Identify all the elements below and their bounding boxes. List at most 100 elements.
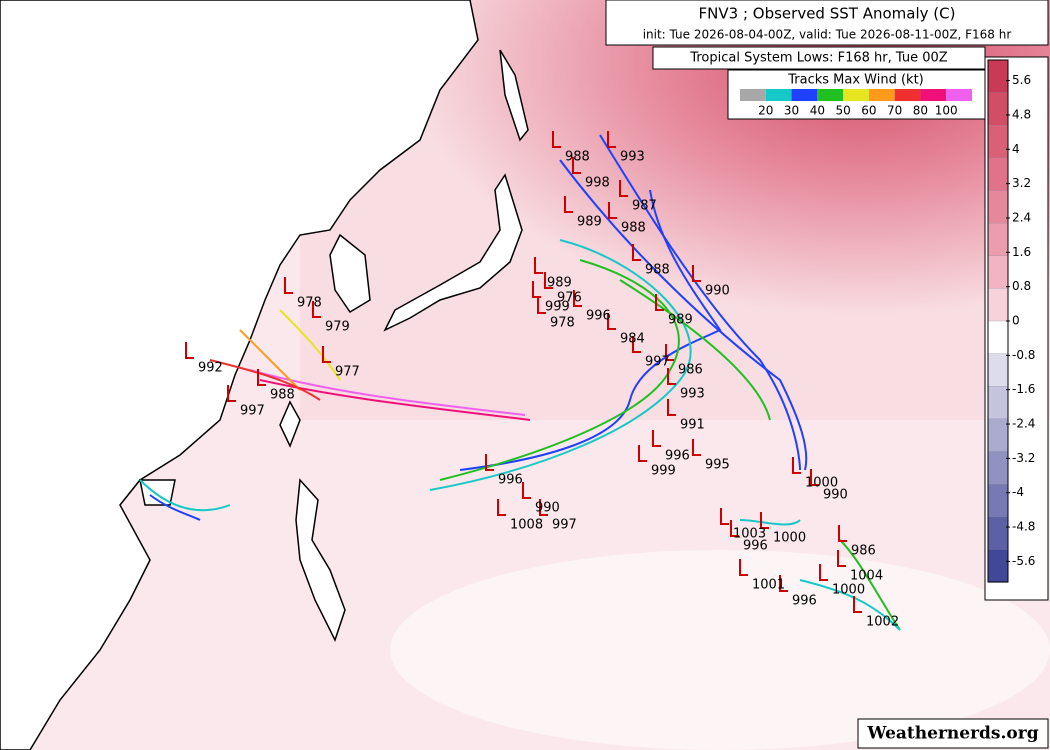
subtitle: init: Tue 2026-08-04-00Z, valid: Tue 202…: [643, 28, 1012, 42]
track: [429, 239, 692, 491]
pressure-label: 976: [557, 291, 582, 306]
pressure-label: 997: [240, 404, 265, 419]
colorbar-tick-label: -3.2: [1012, 451, 1035, 465]
pressure-label: 1000: [805, 476, 838, 491]
low-symbol: [667, 368, 676, 385]
colorbar-tick-label: -1.6: [1012, 382, 1035, 396]
pressure-label: 992: [198, 361, 223, 376]
track: [599, 134, 801, 471]
low-symbol: [572, 157, 581, 174]
low-symbol: [739, 559, 748, 576]
low-symbol: [619, 180, 628, 197]
low-symbol: [608, 202, 617, 219]
colorbar-tick-label: 4: [1012, 142, 1020, 156]
colorbar-tick-label: 5.6: [1012, 73, 1031, 87]
pressure-label: 984: [620, 332, 645, 347]
hainan: [139, 479, 176, 506]
low-symbol: [607, 131, 616, 148]
track: [839, 539, 901, 631]
japan: [383, 173, 523, 332]
watermark-box: [857, 718, 1049, 749]
colorbar-band: [987, 320, 1009, 355]
pressure-label: 988: [565, 150, 590, 165]
pressure-label: 996: [743, 539, 768, 554]
wind-tick-label: 30: [784, 104, 799, 118]
wind-legend-title: Tracks Max Wind (kt): [787, 73, 924, 88]
low-symbol: [720, 508, 729, 525]
pressure-label: 996: [665, 449, 690, 464]
colorbar-tick-label: -4.8: [1012, 520, 1035, 534]
wind-swatch: [920, 89, 947, 101]
low-symbol: [312, 301, 321, 318]
colorbar-band: [987, 190, 1009, 224]
colorbar-band: [987, 59, 1009, 94]
wind-swatch: [946, 89, 972, 101]
pressure-label: 997: [552, 518, 577, 533]
tracks-title: Tropical System Lows: F168 hr, Tue 00Z: [689, 51, 947, 66]
pressure-label: 1000: [773, 531, 806, 546]
colorbar-tick-label: 3.2: [1012, 176, 1031, 190]
colorbar-band: [987, 549, 1009, 583]
pressure-label: 988: [621, 221, 646, 236]
pressure-label: 989: [668, 313, 693, 328]
colorbar-tick-label: 2.4: [1012, 210, 1031, 224]
philippines: [295, 478, 346, 642]
pressure-label: 999: [651, 464, 676, 479]
track: [619, 279, 771, 421]
korea: [329, 233, 371, 314]
colorbar-tick-label: 0.8: [1012, 279, 1031, 293]
low-symbol: [760, 512, 769, 529]
pressure-label: 991: [680, 418, 705, 433]
colorbar-tick-label: 0: [1012, 314, 1020, 328]
pressure-label: 988: [270, 388, 295, 403]
low-symbol: [537, 297, 546, 314]
low-symbol: [564, 196, 573, 213]
pressure-label: 988: [645, 263, 670, 278]
land: [0, 0, 529, 750]
pressure-label: 978: [550, 316, 575, 331]
watermark: Weathernerds.org: [866, 724, 1038, 744]
pressure-label: 979: [325, 320, 350, 335]
low-symbol: [522, 482, 531, 499]
low-symbol: [607, 313, 616, 330]
track: [139, 479, 231, 512]
low-symbol: [792, 457, 801, 474]
wind-tick-label: 80: [913, 104, 928, 118]
low-symbol: [638, 445, 647, 462]
track: [239, 329, 301, 391]
low-symbol: [810, 469, 819, 486]
colorbar-band: [987, 516, 1009, 551]
track: [739, 519, 801, 526]
pressure-label: 1000: [832, 583, 865, 598]
pressure-label: 996: [586, 309, 611, 324]
wind-swatch: [765, 89, 792, 101]
tracks: [139, 134, 901, 631]
low-symbol: [573, 290, 582, 307]
sst-colorbar: 5.6 4.8 4 3.2 2.4 1.6 0.8 0 -0.8 -1.6 -2.4 -3.2 -4 -4…: [987, 59, 1035, 583]
pressure-label: 998: [585, 176, 610, 191]
wind-swatch: [817, 89, 844, 101]
low-symbol: [185, 342, 194, 359]
wind-tick-label: 40: [810, 104, 825, 118]
title-box: [605, 0, 1049, 46]
pressure-label: 990: [535, 501, 560, 516]
low-symbol: [544, 272, 553, 289]
low-symbol: [632, 336, 641, 353]
wind-tick-label: 70: [887, 104, 902, 118]
pressure-label: 990: [705, 284, 730, 299]
low-symbol: [779, 575, 788, 592]
colorbar-band: [987, 92, 1009, 126]
colorbar-tick-label: 1.6: [1012, 245, 1031, 259]
pressure-label: 1001: [752, 578, 785, 593]
pressure-label: 986: [678, 363, 703, 378]
colorbar-band: [987, 353, 1009, 387]
low-symbol: [497, 499, 506, 516]
pressure-label: 1008: [510, 518, 543, 533]
colorbar-band: [987, 483, 1009, 518]
low-symbols: [185, 131, 862, 613]
pressure-label: 1003: [733, 527, 766, 542]
colorbar-band: [987, 418, 1009, 453]
low-symbol: [837, 550, 846, 567]
pressure-label: 993: [680, 387, 705, 402]
